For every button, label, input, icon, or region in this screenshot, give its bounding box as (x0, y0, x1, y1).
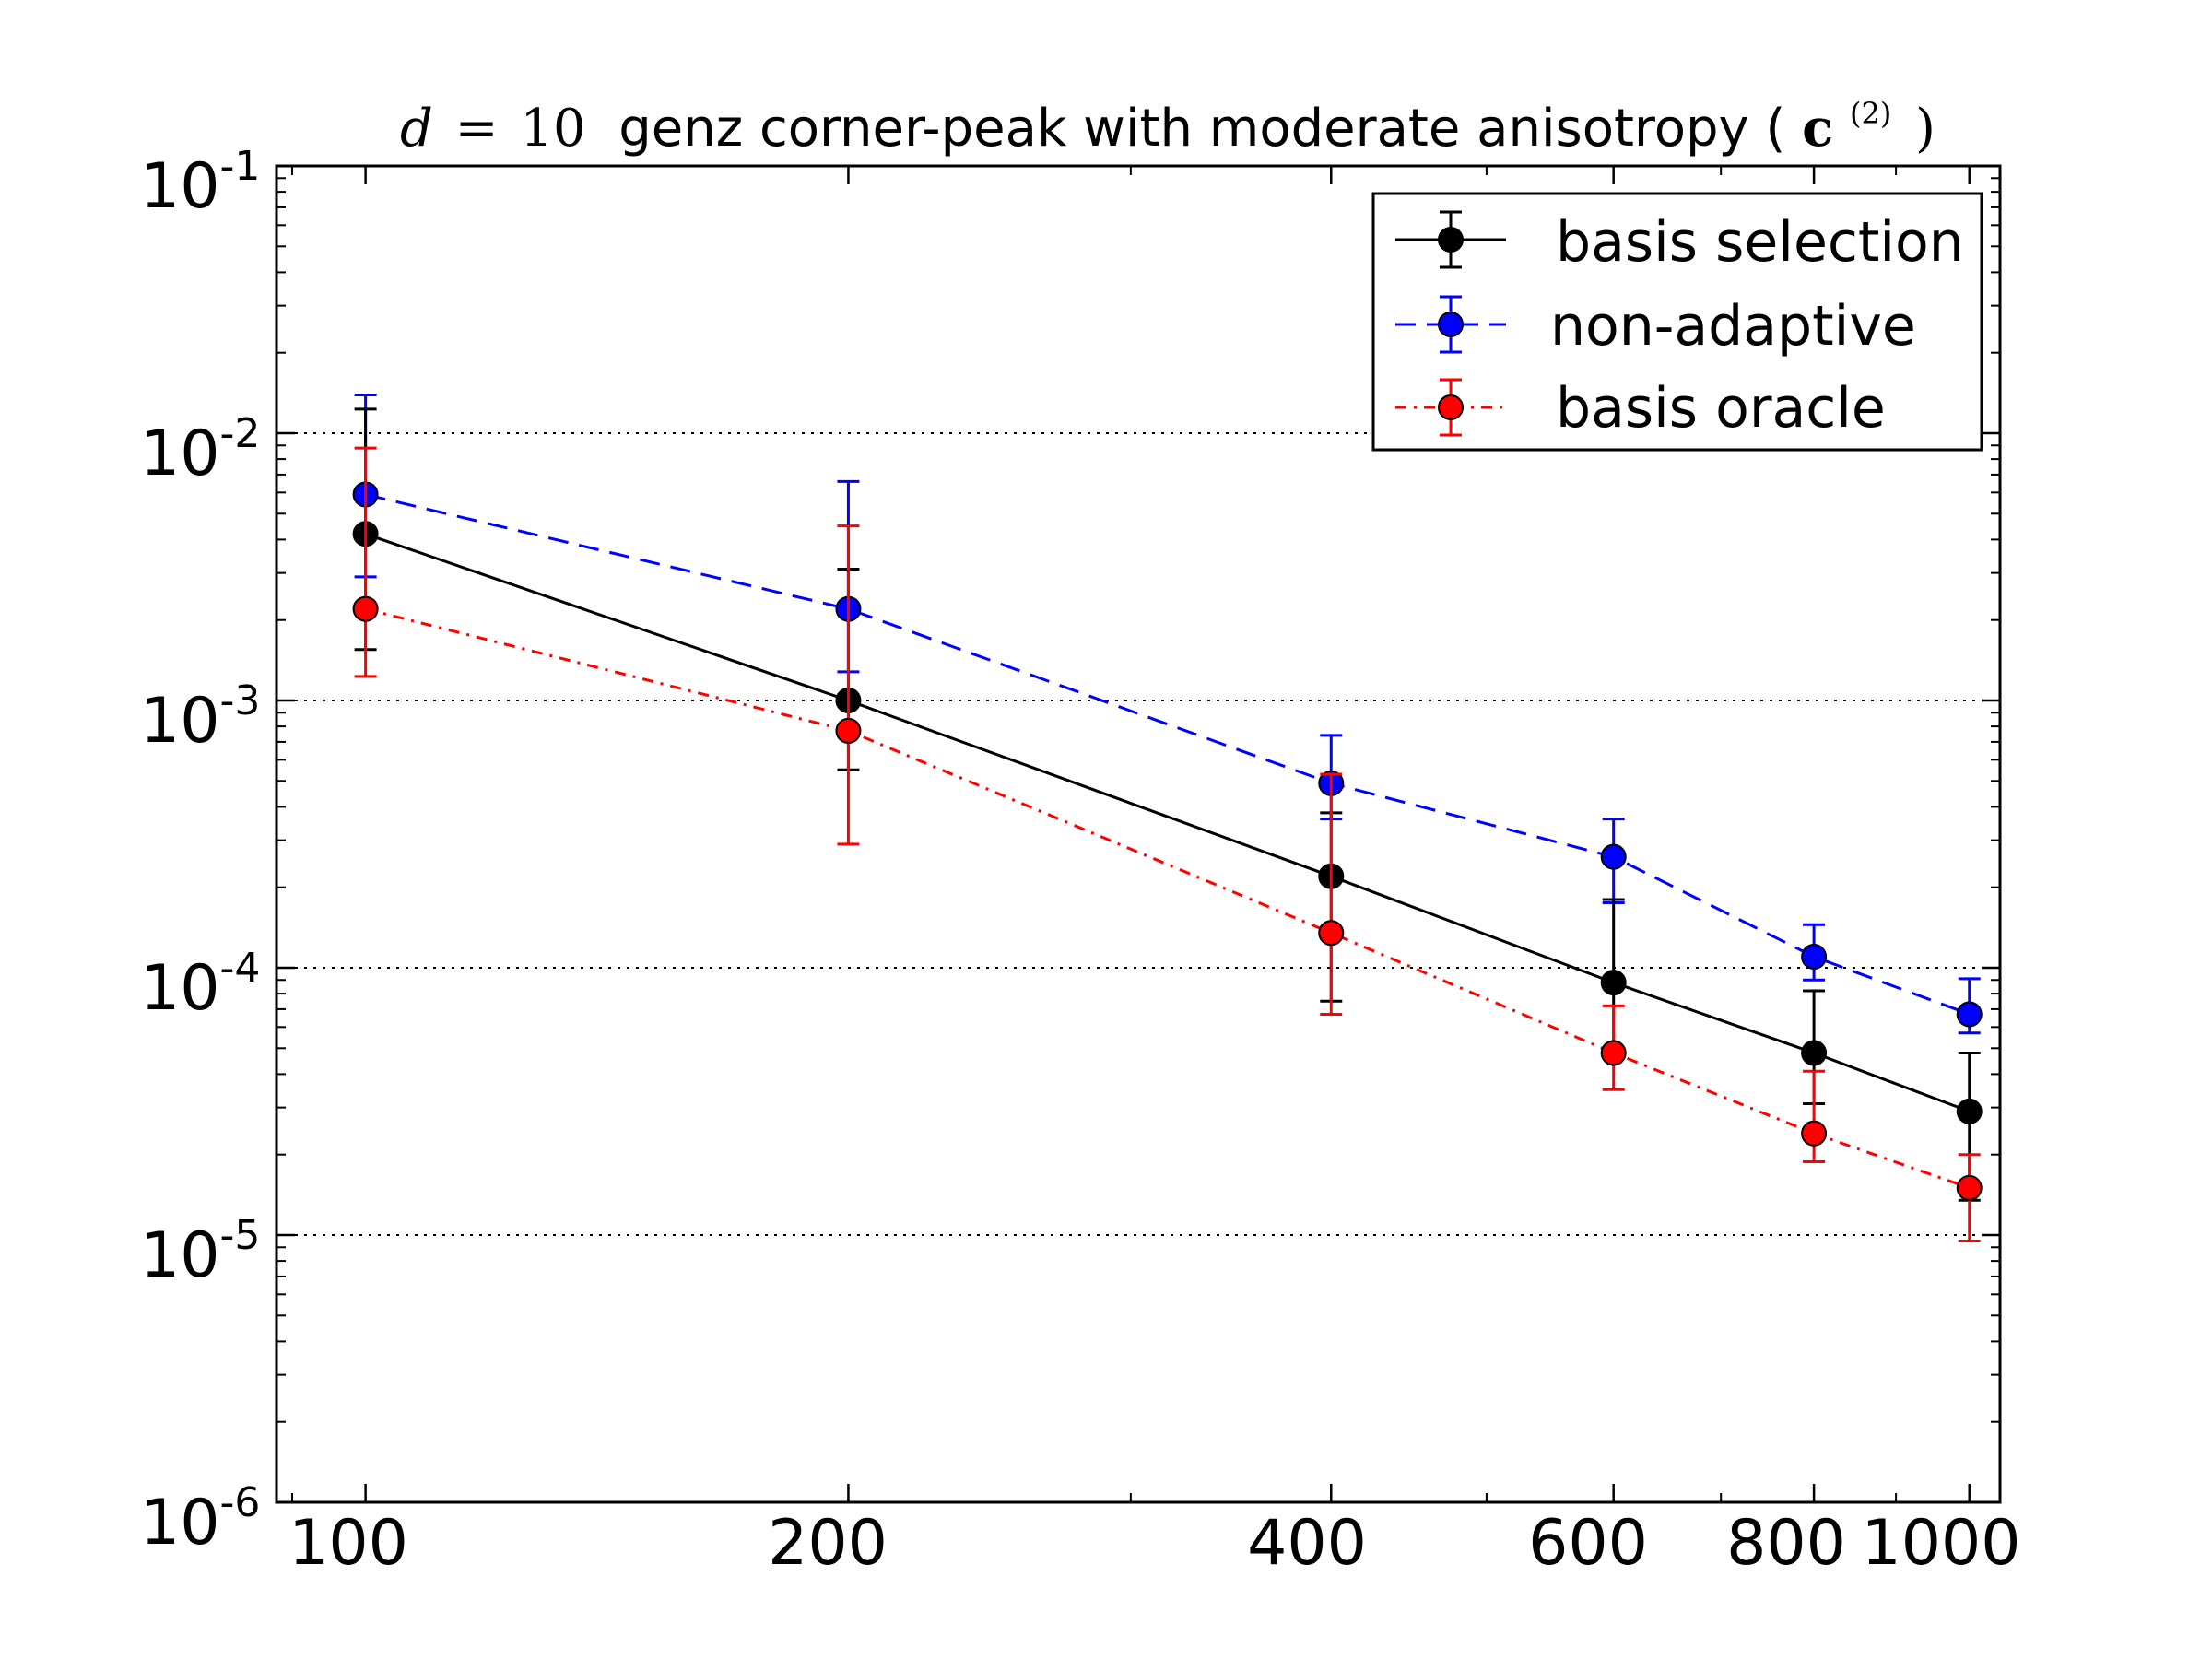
series-line-basis-selection (365, 532, 1971, 1113)
data-point-basis-oracle-800 (1801, 1120, 1828, 1147)
legend-label-basis-oracle: basis oracle (1556, 376, 1886, 441)
legend-marker-basis-selection (1438, 227, 1464, 253)
data-point-basis-selection-1000 (1956, 1098, 1983, 1124)
xtick-label-800: 800 (1726, 1507, 1846, 1580)
plot-frame (275, 164, 2002, 1504)
data-point-basis-oracle-600 (1600, 1040, 1627, 1066)
series-line-basis-oracle (365, 607, 1971, 1190)
ytick-label-1e-4: 10-4 (140, 945, 260, 1025)
title-number: 10 (520, 99, 585, 159)
data-point-basis-oracle-400 (1318, 920, 1345, 947)
data-point-non-adaptive-1000 (1956, 1001, 1983, 1028)
title-text: genz corner-peak with moderate anisotrop… (602, 99, 1785, 159)
series-line-non-adaptive (365, 493, 1971, 1016)
title-vector: c (1802, 98, 1833, 159)
series-layer (352, 394, 1983, 1242)
legend-marker-basis-oracle (1438, 394, 1464, 420)
series-non-adaptive (352, 394, 1983, 1035)
legend-label-basis-selection: basis selection (1556, 210, 1964, 275)
legend-entry-non-adaptive: non-adaptive (1395, 294, 1916, 359)
legend-entry-basis-oracle: basis oracle (1395, 376, 1886, 441)
data-point-basis-oracle-100 (352, 595, 379, 622)
title-close-paren: ) (1915, 99, 1936, 159)
title-variable: d (400, 99, 433, 159)
data-point-non-adaptive-600 (1600, 843, 1627, 870)
data-point-non-adaptive-800 (1801, 943, 1828, 970)
chart-title: d = 10 genz corner-peak with moderate an… (400, 76, 1936, 159)
data-point-basis-selection-800 (1801, 1040, 1828, 1066)
ytick-label-1e-6: 10-6 (140, 1479, 260, 1559)
data-point-basis-oracle-1000 (1956, 1174, 1983, 1201)
ytick-label-1e-5: 10-5 (140, 1212, 260, 1292)
legend-entry-basis-selection: basis selection (1395, 210, 1964, 275)
x-tick-labels: 100 200 400 600 800 1000 (288, 1507, 2020, 1580)
data-point-basis-oracle-200 (835, 717, 862, 744)
grid-lines (276, 432, 2000, 1236)
legend-label-non-adaptive: non-adaptive (1550, 294, 1916, 359)
series-basis-oracle (352, 446, 1983, 1242)
xtick-label-600: 600 (1528, 1507, 1648, 1580)
ytick-label-1e-1: 10-1 (140, 143, 260, 223)
data-point-basis-selection-600 (1600, 970, 1627, 996)
title-superscript: (2) (1850, 96, 1891, 131)
xtick-label-100: 100 (288, 1507, 408, 1580)
legend-box (1371, 192, 1983, 452)
ytick-label-1e-2: 10-2 (140, 410, 260, 490)
legend: basis selection non-adaptive basis oracl… (1371, 192, 1983, 452)
legend-marker-non-adaptive (1438, 312, 1464, 337)
title-equals: = (455, 99, 499, 159)
xtick-label-200: 200 (768, 1507, 888, 1580)
axis-ticks (276, 164, 2000, 1504)
xtick-label-1000: 1000 (1861, 1507, 2020, 1580)
y-tick-labels: 10-1 10-2 10-3 10-4 10-5 10-6 (140, 143, 260, 1559)
xtick-label-400: 400 (1247, 1507, 1367, 1580)
ytick-label-1e-3: 10-3 (140, 677, 260, 758)
